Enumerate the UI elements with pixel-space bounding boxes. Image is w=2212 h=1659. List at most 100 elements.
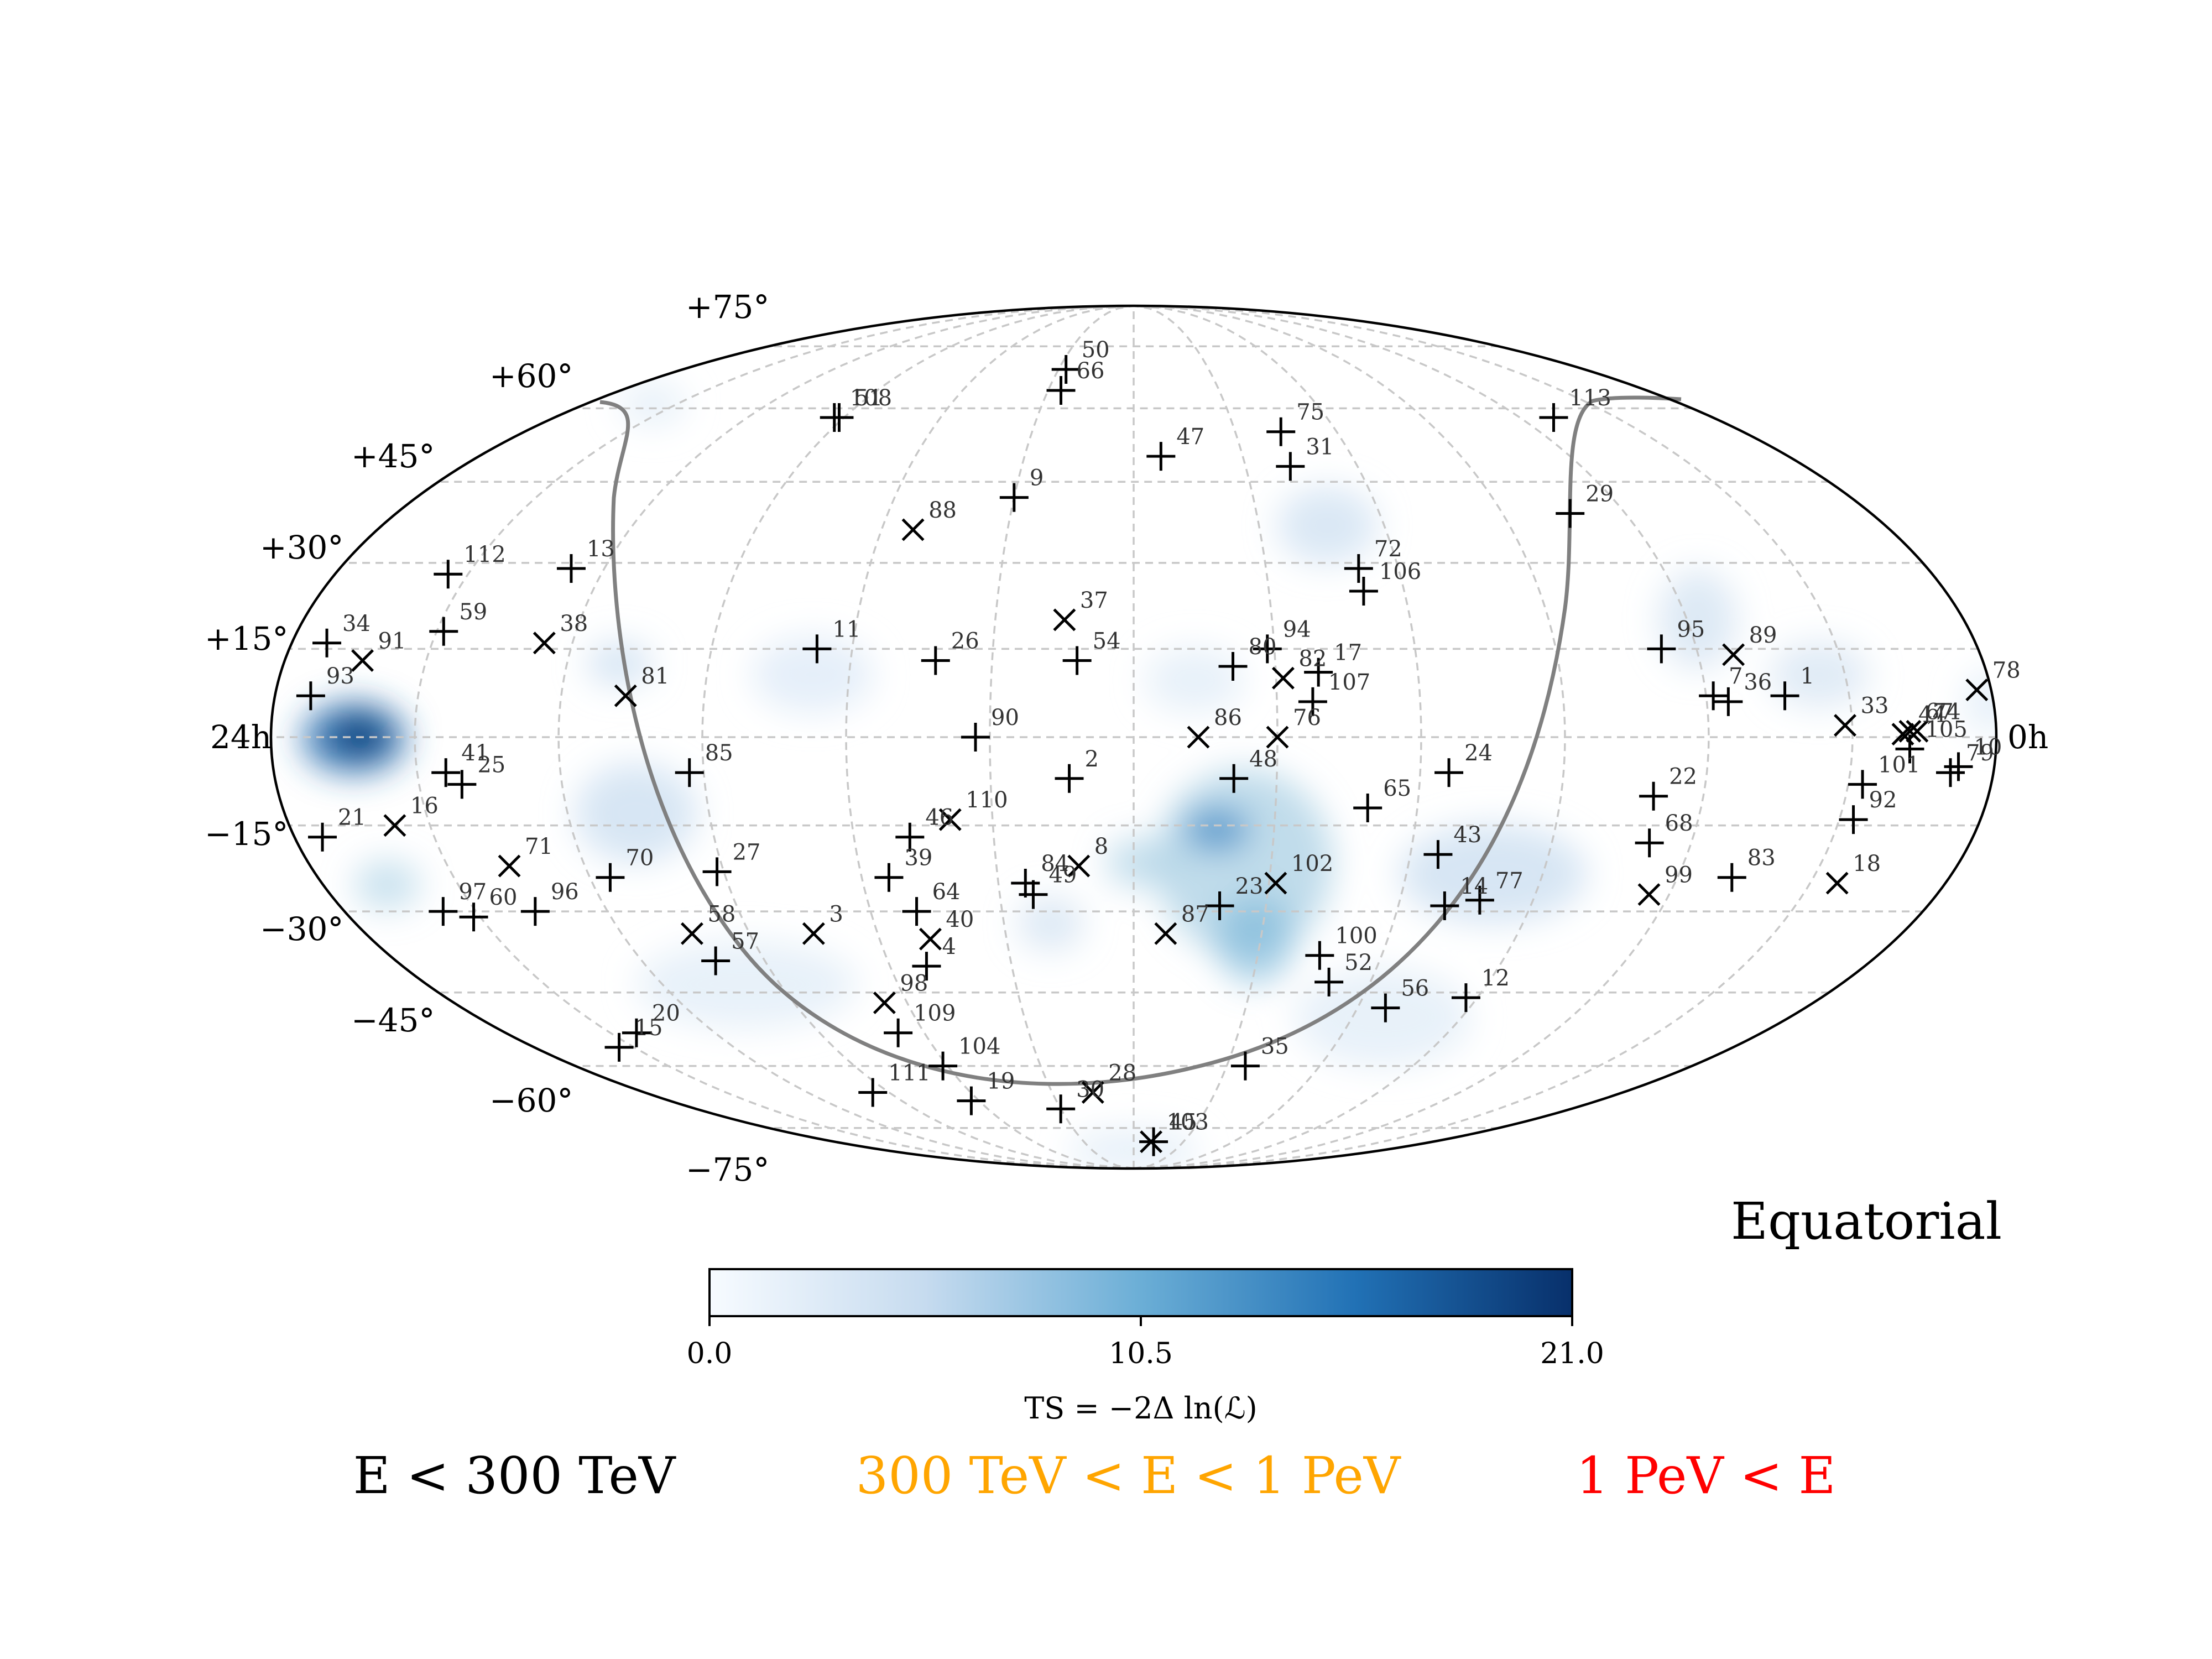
source-marker-79 [1936, 758, 1965, 787]
source-label-64: 64 [932, 879, 961, 905]
source-marker-86 [1187, 726, 1210, 749]
source-label-21: 21 [338, 805, 366, 831]
source-label-113: 113 [1569, 385, 1611, 411]
dec-label-minus45: −45° [351, 1001, 435, 1039]
source-label-19: 19 [987, 1069, 1015, 1094]
source-label-4: 4 [942, 934, 956, 959]
source-marker-103 [1140, 1130, 1163, 1154]
source-marker-76 [1266, 726, 1289, 749]
source-label-103: 103 [1167, 1110, 1209, 1135]
dec-label-minus60: −60° [489, 1082, 573, 1119]
source-label-38: 38 [560, 611, 588, 637]
colorbar-gradient [708, 1268, 1573, 1317]
source-marker-106 [1349, 576, 1378, 606]
source-label-104: 104 [958, 1034, 1000, 1060]
source-label-112: 112 [463, 542, 505, 567]
ra-gridline [1133, 306, 1710, 1168]
source-label-16: 16 [410, 794, 439, 819]
source-label-85: 85 [705, 740, 733, 766]
source-marker-98 [873, 991, 896, 1014]
source-label-27: 27 [733, 839, 761, 865]
source-marker-108 [820, 403, 849, 432]
source-marker-54 [1062, 646, 1092, 675]
source-label-40: 40 [946, 907, 974, 932]
ra-gridline [1133, 306, 1422, 1168]
source-label-108: 108 [850, 385, 892, 411]
source-label-9: 9 [1030, 466, 1044, 491]
source-marker-35 [1230, 1051, 1260, 1081]
source-label-78: 78 [1992, 658, 2021, 684]
source-marker-1 [1770, 681, 1799, 711]
source-marker-19 [957, 1086, 986, 1115]
source-label-58: 58 [707, 901, 735, 927]
source-marker-36 [1714, 687, 1743, 716]
source-label-99: 99 [1665, 863, 1693, 888]
source-label-75: 75 [1296, 400, 1324, 425]
source-marker-101 [1848, 770, 1877, 799]
dec-label-plus15: +15° [205, 620, 288, 658]
source-marker-67 [1898, 719, 1922, 743]
source-marker-97 [429, 897, 458, 926]
galactic-plane-curve [599, 395, 1682, 1086]
frame-label: Equatorial [1731, 1192, 2002, 1251]
source-marker-45 [1139, 1127, 1168, 1156]
source-label-93: 93 [326, 664, 354, 689]
source-label-47: 47 [1176, 424, 1204, 450]
source-marker-84 [1011, 869, 1040, 898]
source-marker-57 [701, 946, 731, 975]
source-marker-40 [919, 927, 942, 951]
source-label-88: 88 [928, 498, 957, 523]
source-label-54: 54 [1093, 628, 1121, 654]
source-marker-46 [895, 822, 925, 852]
source-marker-27 [702, 857, 732, 886]
source-marker-95 [1647, 634, 1676, 664]
source-marker-7 [1699, 681, 1728, 711]
source-label-90: 90 [991, 705, 1019, 731]
dec-label-plus45: +45° [351, 437, 435, 475]
source-label-39: 39 [904, 846, 932, 871]
source-label-77: 77 [1495, 868, 1524, 894]
source-marker-65 [1353, 793, 1383, 822]
dec-label-plus30: +30° [260, 529, 343, 566]
source-marker-91 [351, 649, 374, 672]
source-label-37: 37 [1080, 588, 1108, 613]
source-label-100: 100 [1335, 924, 1377, 949]
source-marker-25 [447, 770, 477, 799]
source-marker-100 [1305, 941, 1334, 970]
source-marker-26 [921, 646, 950, 675]
source-label-2: 2 [1085, 747, 1099, 772]
source-label-23: 23 [1235, 874, 1264, 899]
source-marker-18 [1825, 872, 1849, 895]
source-label-26: 26 [951, 628, 979, 654]
source-marker-78 [1965, 679, 1989, 702]
source-marker-21 [308, 822, 337, 852]
source-label-51: 51 [854, 385, 883, 411]
source-label-25: 25 [477, 752, 505, 778]
source-label-18: 18 [1853, 851, 1881, 877]
source-marker-90 [961, 723, 990, 752]
source-marker-28 [1081, 1081, 1104, 1104]
source-label-83: 83 [1747, 846, 1776, 871]
legend-mid-energy: 300 TeV < E < 1 PeV [856, 1446, 1401, 1505]
source-marker-9 [999, 483, 1029, 512]
source-marker-8 [1067, 854, 1091, 878]
source-marker-77 [1465, 885, 1494, 915]
source-label-7: 7 [1729, 664, 1743, 689]
legend-high-energy: 1 PeV < E [1576, 1446, 1835, 1505]
source-label-28: 28 [1108, 1061, 1136, 1086]
source-marker-22 [1639, 781, 1668, 811]
source-marker-17 [1304, 658, 1333, 687]
source-marker-113 [1539, 403, 1568, 432]
source-label-74: 74 [1933, 699, 1961, 724]
source-marker-75 [1266, 417, 1296, 446]
source-label-91: 91 [378, 628, 406, 654]
source-label-89: 89 [1749, 623, 1777, 648]
source-marker-33 [1834, 714, 1857, 737]
source-label-105: 105 [1925, 717, 1967, 742]
source-labels: 1234891011121314151617192021222324252627… [326, 337, 2021, 1135]
source-label-14: 14 [1460, 874, 1488, 899]
source-marker-43 [1423, 840, 1453, 869]
dec-label-minus75: −75° [686, 1151, 769, 1188]
source-marker-39 [874, 863, 904, 892]
